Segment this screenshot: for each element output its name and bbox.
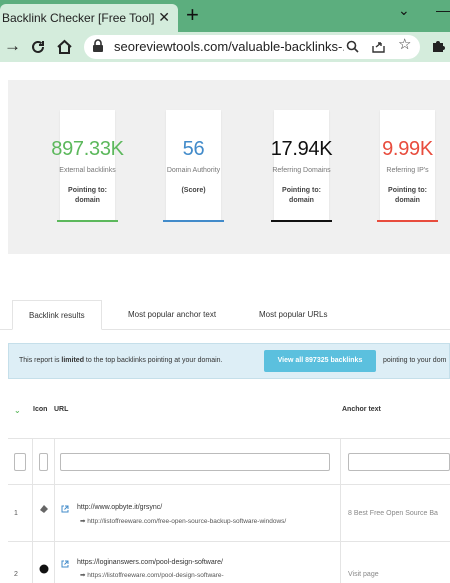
tab-popular-anchor-text[interactable]: Most popular anchor text: [128, 310, 217, 319]
stat-card-domain-authority: 56 Domain Authority (Score): [163, 110, 224, 222]
limit-banner: This report is limited to the top backli…: [8, 343, 450, 379]
view-all-backlinks-button[interactable]: View all 897325 backlinks: [264, 350, 376, 372]
row-target-url[interactable]: ➡ http://listoffreeware.com/free-open-so…: [80, 518, 287, 525]
stat-value: 56: [182, 138, 205, 160]
stat-sub: (Score): [181, 187, 206, 194]
row-target-url[interactable]: ➡ https://listoffreeware.com/pool-design…: [80, 572, 224, 579]
reload-icon[interactable]: [30, 39, 46, 55]
stat-bar: [271, 220, 332, 222]
share-icon[interactable]: [372, 40, 386, 53]
address-bar[interactable]: seoreviewtools.com/valuable-backlinks-..…: [84, 35, 420, 59]
extensions-icon[interactable]: [430, 38, 446, 54]
stat-sub: Pointing to: domain: [282, 187, 321, 204]
stat-value: 9.99K: [382, 138, 433, 160]
external-link-icon[interactable]: [61, 560, 69, 568]
chevron-down-icon[interactable]: ⌄: [398, 2, 410, 18]
stat-bar: [377, 220, 438, 222]
row-anchor-text: 8 Best Free Open Source Ba: [348, 510, 438, 517]
tab-popular-urls[interactable]: Most popular URLs: [259, 310, 328, 319]
stat-sub: Pointing to: domain: [388, 187, 427, 204]
filter-input-num[interactable]: [14, 453, 26, 471]
filter-input-url[interactable]: [60, 453, 330, 471]
site-favicon: [39, 564, 49, 574]
backlinks-table: ⌄ Icon URL Anchor text 1 http://www.opby…: [8, 396, 450, 583]
stats-panel: 897.33K External backlinks Pointing to: …: [8, 80, 450, 254]
lock-icon: [93, 39, 103, 52]
close-icon[interactable]: ✕: [158, 9, 170, 25]
browser-tab[interactable]: Backlink Checker [Free Tool] → SE ✕: [0, 4, 178, 32]
stat-sub: Pointing to: domain: [68, 187, 107, 204]
row-number: 1: [14, 510, 18, 517]
column-header-anchor[interactable]: Anchor text: [342, 406, 381, 413]
stat-label: Referring IP's: [386, 167, 429, 174]
minimize-button[interactable]: —: [436, 2, 450, 18]
stat-label: Domain Authority: [166, 167, 221, 174]
external-link-icon[interactable]: [61, 505, 69, 513]
url-text: seoreviewtools.com/valuable-backlinks-..…: [114, 39, 344, 54]
row-url[interactable]: https://loginanswers.com/pool-design-sof…: [77, 559, 223, 566]
filter-input-anchor[interactable]: [348, 453, 450, 471]
row-url[interactable]: http://www.opbyte.it/grsync/: [77, 504, 163, 511]
stat-label: Referring Domains: [272, 167, 331, 174]
stat-card-referring-ips: 9.99K Referring IP's Pointing to: domain: [377, 110, 438, 222]
site-favicon: [40, 505, 48, 513]
browser-tab-bar: Backlink Checker [Free Tool] → SE ✕ + ⌄ …: [0, 0, 450, 32]
tab-title: Backlink Checker [Free Tool] → SE: [2, 11, 154, 25]
row-anchor-text: Visit page: [348, 571, 379, 578]
stat-value: 17.94K: [270, 138, 333, 160]
tab-backlink-results[interactable]: Backlink results: [12, 300, 102, 330]
filter-input-icon[interactable]: [39, 453, 48, 471]
row-number: 2: [14, 571, 18, 578]
column-header-url[interactable]: URL: [54, 406, 69, 413]
forward-icon[interactable]: →: [4, 36, 21, 55]
stat-bar: [163, 220, 224, 222]
stat-label: External backlinks: [59, 167, 116, 174]
column-header-icon[interactable]: Icon: [33, 406, 48, 413]
zoom-icon[interactable]: [346, 40, 359, 53]
browser-toolbar: → seoreviewtools.com/valuable-backlinks-…: [0, 32, 450, 62]
chevron-down-icon[interactable]: ⌄: [14, 406, 21, 415]
stat-card-external-backlinks: 897.33K External backlinks Pointing to: …: [51, 110, 124, 222]
banner-text: This report is limited to the top backli…: [19, 357, 223, 364]
stat-bar: [57, 220, 118, 222]
stat-value: 897.33K: [51, 138, 124, 160]
results-tabs: Backlink results Most popular anchor tex…: [0, 300, 450, 330]
banner-text-after: pointing to your dom: [383, 357, 447, 364]
home-icon[interactable]: [56, 39, 73, 55]
star-icon[interactable]: ☆: [398, 36, 412, 53]
new-tab-button[interactable]: +: [186, 2, 199, 27]
stat-card-referring-domains: 17.94K Referring Domains Pointing to: do…: [271, 110, 333, 222]
